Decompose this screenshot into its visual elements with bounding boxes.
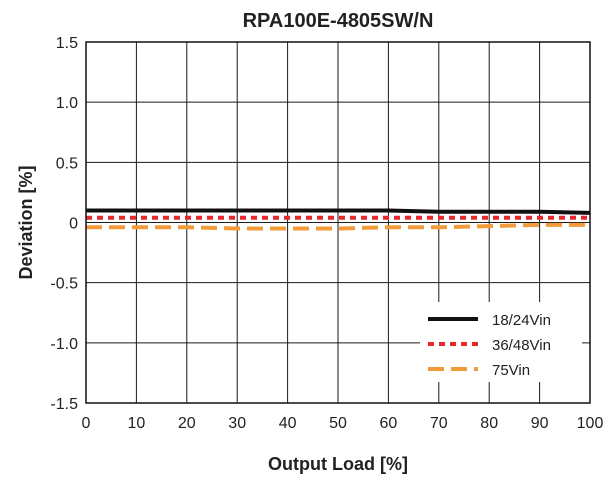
legend-box [420,302,582,382]
x-tick-label: 50 [329,415,347,432]
x-tick-label: 20 [178,415,196,432]
y-tick-label: 0 [69,216,78,233]
legend-label: 75Vin [492,362,530,379]
y-tick-label: -1.5 [50,396,78,413]
y-tick-label: 0.5 [56,155,78,172]
series-line-18-24vin [86,208,591,215]
x-axis-title: Output Load [%] [268,454,408,474]
legend: 18/24Vin 36/48Vin 75Vin [420,302,582,382]
y-tick-label: 1.5 [56,35,78,52]
y-axis-title: Deviation [%] [16,165,36,279]
x-tick-label: 70 [430,415,448,432]
legend-label: 36/48Vin [492,337,551,354]
chart-title: RPA100E-4805SW/N [243,10,434,32]
x-tick-label: 100 [577,415,604,432]
series-layer [86,208,591,231]
x-axis-ticks: 0 10 20 30 40 50 60 70 80 90 100 [82,415,604,432]
series-line-75vin [86,222,590,231]
y-tick-label: -1.0 [50,336,78,353]
y-axis-ticks: 1.5 1.0 0.5 0 -0.5 -1.0 -1.5 [50,35,78,413]
plot-frame [85,41,591,404]
x-tick-label: 90 [531,415,549,432]
x-tick-label: 10 [128,415,146,432]
y-tick-label: -0.5 [50,276,78,293]
x-tick-label: 60 [380,415,398,432]
legend-label: 18/24Vin [492,312,551,329]
x-tick-label: 0 [82,415,91,432]
y-tick-label: 1.0 [56,95,78,112]
x-tick-label: 80 [480,415,498,432]
x-tick-label: 30 [228,415,246,432]
x-tick-label: 40 [279,415,297,432]
